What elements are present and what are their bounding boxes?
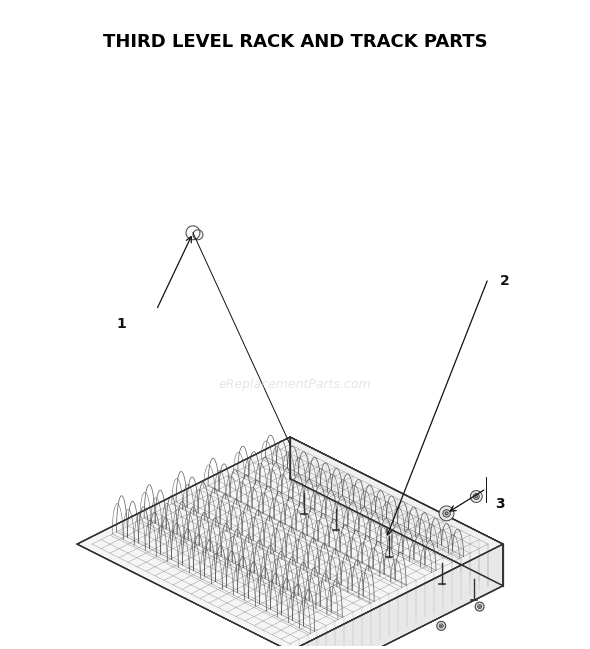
Text: 3: 3: [495, 497, 504, 511]
Circle shape: [479, 606, 480, 607]
Polygon shape: [290, 437, 503, 586]
Polygon shape: [77, 437, 503, 649]
Circle shape: [439, 506, 454, 520]
Circle shape: [437, 621, 445, 630]
Circle shape: [445, 512, 448, 515]
Circle shape: [477, 605, 481, 609]
Circle shape: [470, 491, 482, 502]
Text: 2: 2: [500, 275, 510, 288]
Circle shape: [475, 495, 477, 498]
Circle shape: [439, 624, 443, 628]
Circle shape: [441, 625, 442, 627]
Text: eReplacementParts.com: eReplacementParts.com: [219, 378, 371, 391]
Circle shape: [475, 602, 484, 611]
Circle shape: [473, 493, 479, 500]
Text: 1: 1: [117, 317, 126, 331]
Text: THIRD LEVEL RACK AND TRACK PARTS: THIRD LEVEL RACK AND TRACK PARTS: [103, 32, 487, 51]
Polygon shape: [290, 544, 503, 649]
Circle shape: [443, 509, 450, 517]
